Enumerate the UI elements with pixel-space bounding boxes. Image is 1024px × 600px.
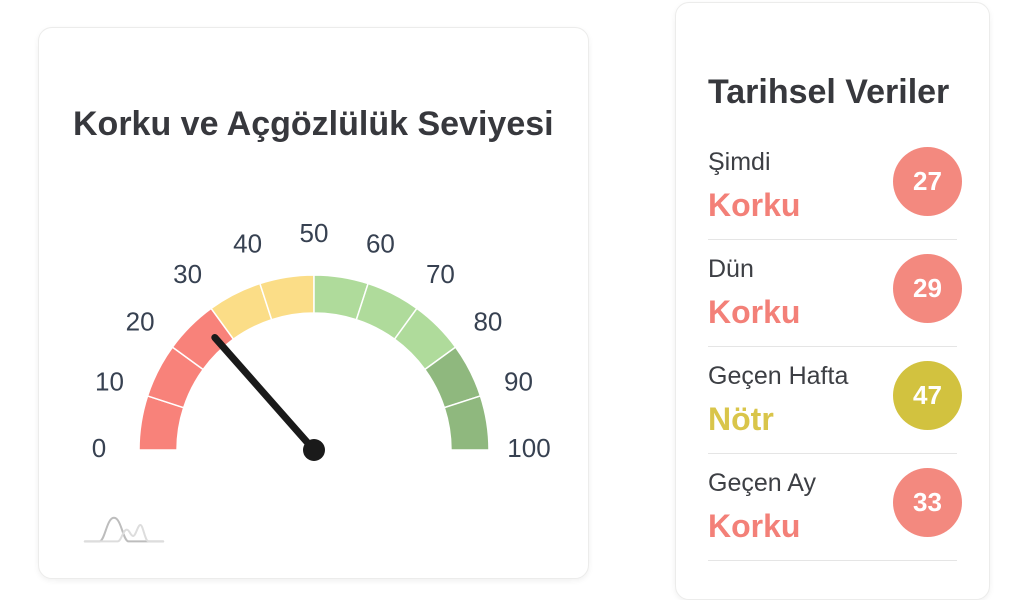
svg-text:0: 0 [92, 433, 106, 463]
svg-text:50: 50 [300, 218, 329, 248]
svg-text:40: 40 [233, 228, 262, 258]
svg-text:60: 60 [366, 228, 395, 258]
svg-text:10: 10 [95, 366, 124, 396]
svg-text:100: 100 [507, 433, 550, 463]
svg-text:90: 90 [504, 366, 533, 396]
svg-text:30: 30 [173, 259, 202, 289]
svg-text:70: 70 [426, 259, 455, 289]
svg-text:20: 20 [126, 306, 155, 336]
svg-text:80: 80 [473, 306, 502, 336]
